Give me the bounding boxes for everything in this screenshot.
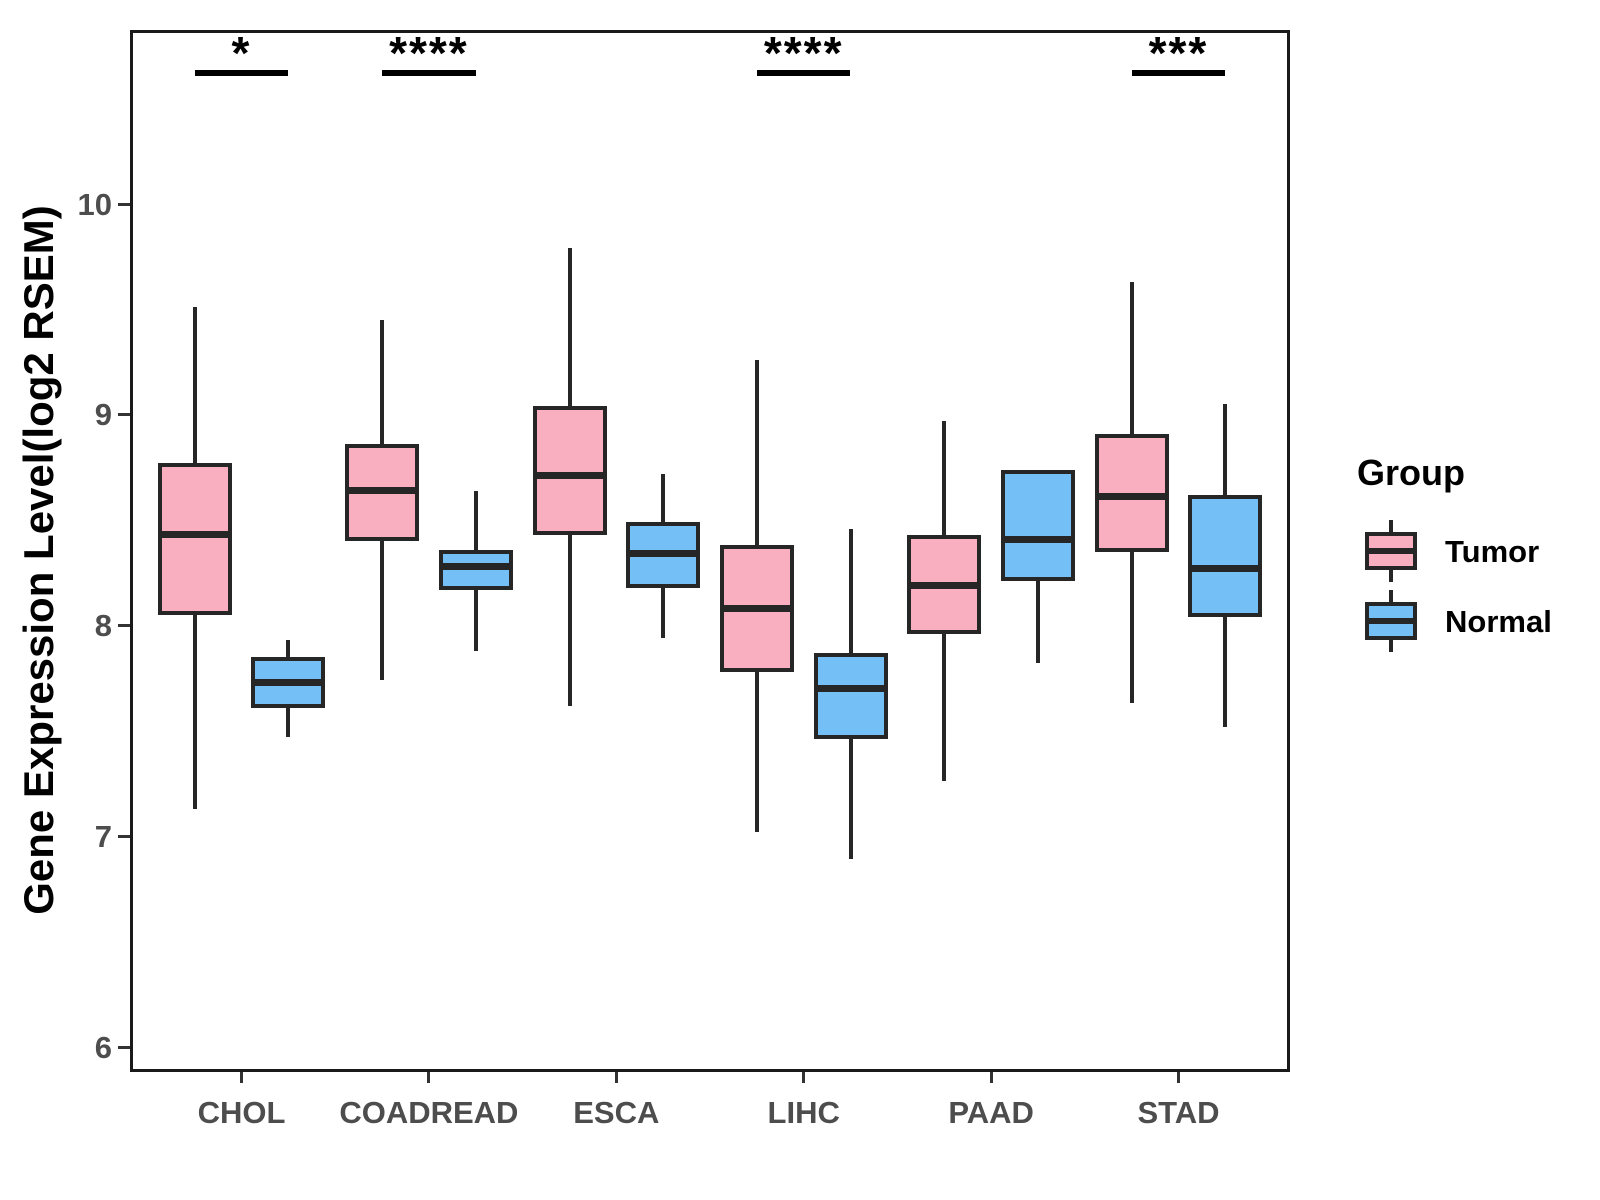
significance-label-lihc: ****	[763, 27, 844, 79]
median-tumor-coadread	[345, 487, 420, 495]
significance-bar-chol	[194, 70, 289, 76]
y-tick-8	[118, 624, 130, 627]
x-tick-label-paad: PAAD	[948, 1095, 1034, 1130]
median-tumor-stad	[1094, 493, 1169, 501]
median-tumor-lihc	[719, 605, 794, 613]
box-tumor-chol	[157, 463, 232, 615]
median-normal-chol	[251, 678, 326, 686]
y-tick-label-9: 9	[94, 397, 112, 433]
median-normal-lihc	[813, 685, 888, 693]
median-normal-coadread	[438, 562, 513, 570]
significance-bar-coadread	[382, 70, 476, 76]
box-tumor-stad	[1094, 433, 1169, 552]
y-tick-7	[118, 834, 130, 838]
x-tick-label-chol: CHOL	[197, 1095, 286, 1130]
median-tumor-paad	[907, 581, 982, 589]
legend-label-tumor: Tumor	[1445, 534, 1540, 569]
median-normal-stad	[1188, 565, 1263, 573]
y-tick-label-8: 8	[94, 608, 112, 643]
legend-entries: Tumor Normal	[1357, 518, 1587, 658]
significance-bar-stad	[1131, 70, 1226, 76]
x-tick-stad	[1177, 1072, 1180, 1083]
y-tick-label-6: 6	[94, 1029, 112, 1065]
legend-label-normal: Normal	[1445, 604, 1552, 639]
significance-label-stad: ***	[1148, 27, 1209, 79]
x-tick-chol	[240, 1072, 243, 1083]
significance-label-coadread: ****	[389, 27, 469, 79]
x-tick-coadread	[427, 1072, 431, 1083]
legend-key-median	[1365, 548, 1417, 554]
legend-title: Group	[1357, 452, 1465, 493]
y-tick-label-7: 7	[94, 818, 112, 854]
box-tumor-esca	[532, 406, 607, 535]
x-tick-lihc	[802, 1072, 806, 1083]
y-tick-9	[118, 413, 130, 417]
legend: Group Tumor Normal	[1357, 452, 1587, 658]
median-tumor-chol	[157, 531, 232, 539]
x-tick-label-lihc: LIHC	[767, 1095, 840, 1130]
x-tick-label-coadread: COADREAD	[339, 1095, 519, 1130]
median-normal-paad	[1000, 535, 1075, 543]
median-normal-esca	[626, 550, 701, 558]
median-tumor-esca	[532, 472, 607, 480]
y-tick-label-10: 10	[77, 186, 112, 222]
x-tick-paad	[989, 1072, 993, 1083]
legend-key-normal-boxplot-icon	[1365, 588, 1417, 654]
significance-label-chol: *	[231, 27, 252, 79]
y-tick-6	[118, 1045, 130, 1049]
legend-key-median	[1365, 618, 1417, 624]
x-tick-label-esca: ESCA	[573, 1095, 660, 1130]
x-tick-esca	[614, 1072, 618, 1083]
x-tick-label-stad: STAD	[1137, 1095, 1220, 1130]
legend-item-normal: Normal	[1357, 588, 1587, 658]
significance-bar-lihc	[756, 70, 851, 76]
box-normal-paad	[1000, 469, 1075, 582]
y-tick-10	[118, 202, 130, 206]
box-normal-lihc	[813, 652, 888, 740]
legend-item-tumor: Tumor	[1357, 518, 1587, 588]
box-normal-stad	[1188, 494, 1263, 618]
legend-key-tumor-boxplot-icon	[1365, 518, 1417, 584]
